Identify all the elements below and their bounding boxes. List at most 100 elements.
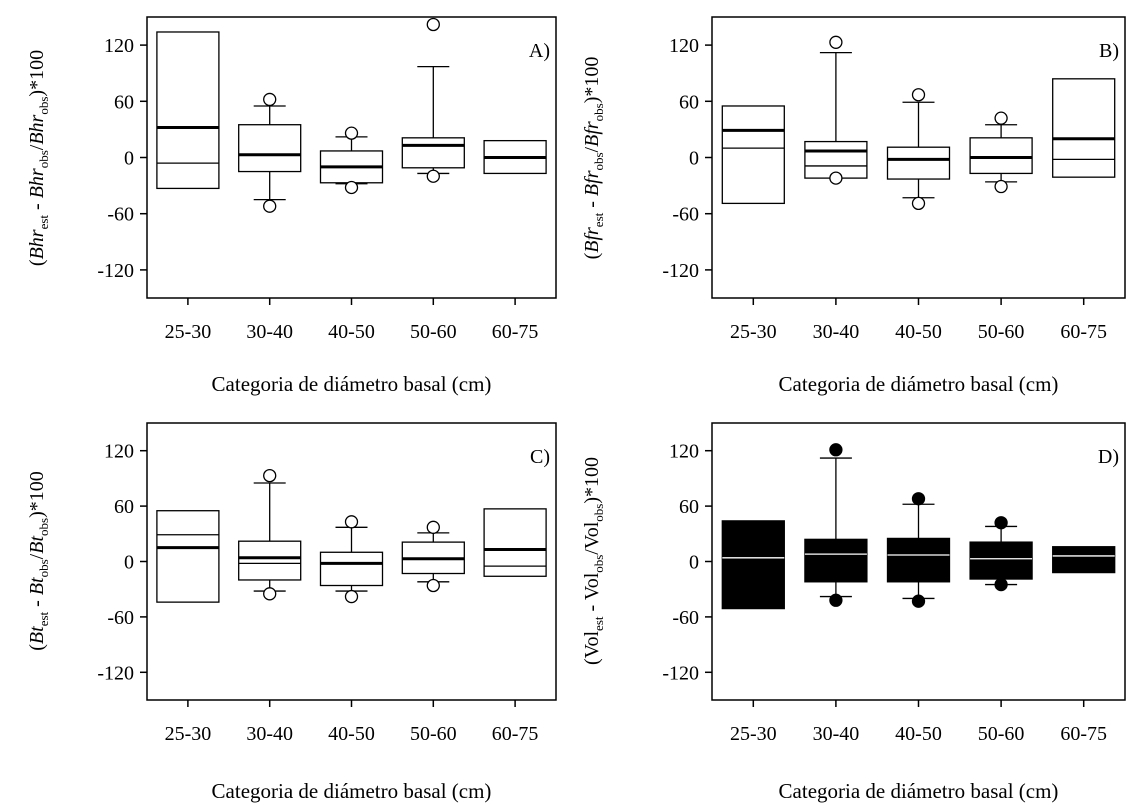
box-body bbox=[483, 508, 547, 577]
y-tick-label: -120 bbox=[97, 662, 134, 684]
outlier-point bbox=[426, 578, 440, 593]
outlier-point bbox=[263, 199, 277, 213]
y-tick-label: -120 bbox=[662, 260, 699, 282]
chart-panel-1: 120 60 0 -60 -120 25-30 30-40 40-50 50-60 60-75 A)… bbox=[26, 16, 557, 396]
y-tick-label: 0 bbox=[689, 552, 699, 574]
x-tick-label: 40-50 bbox=[895, 723, 942, 745]
x-tick-label: 60-75 bbox=[492, 723, 539, 745]
outlier-point bbox=[911, 594, 926, 608]
outlier-point bbox=[344, 589, 359, 604]
outlier-point bbox=[911, 88, 926, 102]
x-tick-label: 30-40 bbox=[246, 321, 293, 343]
outlier-point bbox=[829, 593, 843, 607]
outlier-point bbox=[911, 492, 926, 506]
box-body bbox=[319, 551, 384, 587]
box-30-40 bbox=[238, 92, 302, 213]
outlier-point bbox=[829, 443, 843, 457]
box-body bbox=[886, 537, 951, 583]
box-30-40 bbox=[804, 443, 868, 607]
y-tick-label: 120 bbox=[669, 441, 699, 463]
y-tick-label: -120 bbox=[97, 260, 134, 282]
outlier-point bbox=[994, 179, 1008, 194]
x-tick-label: 30-40 bbox=[246, 723, 293, 745]
outlier-point bbox=[829, 35, 843, 49]
x-tick-label: 25-30 bbox=[165, 723, 212, 745]
y-tick-label: 60 bbox=[679, 496, 699, 518]
outlier-point bbox=[344, 126, 359, 140]
box-25-30 bbox=[721, 105, 785, 205]
box-body bbox=[721, 520, 785, 610]
box-25-30 bbox=[721, 520, 785, 610]
box-30-40 bbox=[804, 35, 868, 185]
x-tick-label: 30-40 bbox=[813, 723, 860, 745]
x-axis-label: Categoria de diámetro basal (cm) bbox=[212, 372, 492, 396]
box-body bbox=[401, 137, 465, 169]
y-tick-label: 0 bbox=[689, 148, 699, 170]
y-tick-label: 120 bbox=[104, 441, 134, 463]
outlier-point bbox=[263, 587, 277, 601]
outlier-point bbox=[426, 169, 440, 183]
box-60-75 bbox=[1052, 546, 1116, 574]
x-tick-label: 40-50 bbox=[895, 321, 942, 343]
y-tick-label: -60 bbox=[107, 607, 134, 629]
y-tick-label: 120 bbox=[104, 35, 134, 57]
y-tick-label: 0 bbox=[124, 552, 134, 574]
box-40-50 bbox=[319, 126, 384, 195]
panel-label: B) bbox=[1099, 40, 1119, 62]
y-tick-label: 60 bbox=[679, 91, 699, 113]
outlier-point bbox=[426, 520, 440, 534]
panel-label: C) bbox=[530, 446, 550, 468]
box-50-60 bbox=[969, 516, 1033, 592]
chart-panel-4: 120 60 0 -60 -120 25-30 30-40 40-50 50-60 60-75 D)… bbox=[581, 422, 1126, 803]
box-body bbox=[886, 146, 951, 180]
box-50-60 bbox=[401, 17, 465, 183]
box-40-50 bbox=[886, 492, 951, 608]
y-axis-label: (Btest - Btobs/Btobs)*100 bbox=[26, 471, 51, 651]
x-tick-label: 50-60 bbox=[978, 723, 1025, 745]
y-tick-label: -60 bbox=[672, 204, 699, 226]
x-axis-label: Categoria de diámetro basal (cm) bbox=[779, 372, 1059, 396]
box-body bbox=[238, 540, 302, 581]
x-tick-label: 60-75 bbox=[492, 321, 539, 343]
box-body bbox=[1052, 78, 1116, 178]
outlier-point bbox=[344, 515, 359, 529]
y-tick-label: -120 bbox=[662, 662, 699, 684]
x-tick-label: 25-30 bbox=[730, 723, 777, 745]
box-40-50 bbox=[319, 515, 384, 604]
x-axis-label: Categoria de diámetro basal (cm) bbox=[212, 779, 492, 803]
box-60-75 bbox=[1052, 78, 1116, 178]
outlier-point bbox=[263, 92, 277, 107]
chart-panel-2: 120 60 0 -60 -120 25-30 30-40 40-50 50-60 60-75 B)… bbox=[581, 16, 1126, 396]
y-tick-label: 60 bbox=[114, 91, 134, 113]
x-tick-label: 40-50 bbox=[328, 723, 375, 745]
x-tick-label: 25-30 bbox=[730, 321, 777, 343]
box-body bbox=[721, 105, 785, 205]
outlier-point bbox=[994, 577, 1008, 592]
y-tick-label: 0 bbox=[124, 148, 134, 170]
outlier-point bbox=[263, 468, 277, 483]
y-axis-label: (Volest - Volobs/Volobs)*100 bbox=[581, 457, 606, 665]
y-tick-label: -60 bbox=[672, 607, 699, 629]
box-25-30 bbox=[156, 31, 220, 190]
box-body bbox=[969, 541, 1033, 580]
x-tick-label: 25-30 bbox=[165, 321, 212, 343]
x-tick-label: 30-40 bbox=[813, 321, 860, 343]
box-body bbox=[969, 137, 1033, 175]
x-tick-label: 50-60 bbox=[410, 321, 457, 343]
outlier-point bbox=[344, 180, 359, 195]
x-tick-label: 40-50 bbox=[328, 321, 375, 343]
y-axis-label: (Bhrest - Bhrobs/Bhrobs)*100 bbox=[26, 50, 51, 266]
outlier-point bbox=[994, 111, 1008, 125]
x-tick-label: 50-60 bbox=[410, 723, 457, 745]
panel-label: D) bbox=[1098, 446, 1119, 468]
box-40-50 bbox=[886, 88, 951, 211]
x-tick-label: 60-75 bbox=[1060, 723, 1107, 745]
box-60-75 bbox=[483, 139, 547, 175]
chart-panel-3: 120 60 0 -60 -120 25-30 30-40 40-50 50-60 60-75 C)… bbox=[26, 422, 557, 803]
y-tick-label: 120 bbox=[669, 35, 699, 57]
box-body bbox=[238, 124, 302, 173]
box-body bbox=[156, 31, 220, 190]
box-body bbox=[1052, 546, 1116, 574]
box-50-60 bbox=[401, 520, 465, 593]
